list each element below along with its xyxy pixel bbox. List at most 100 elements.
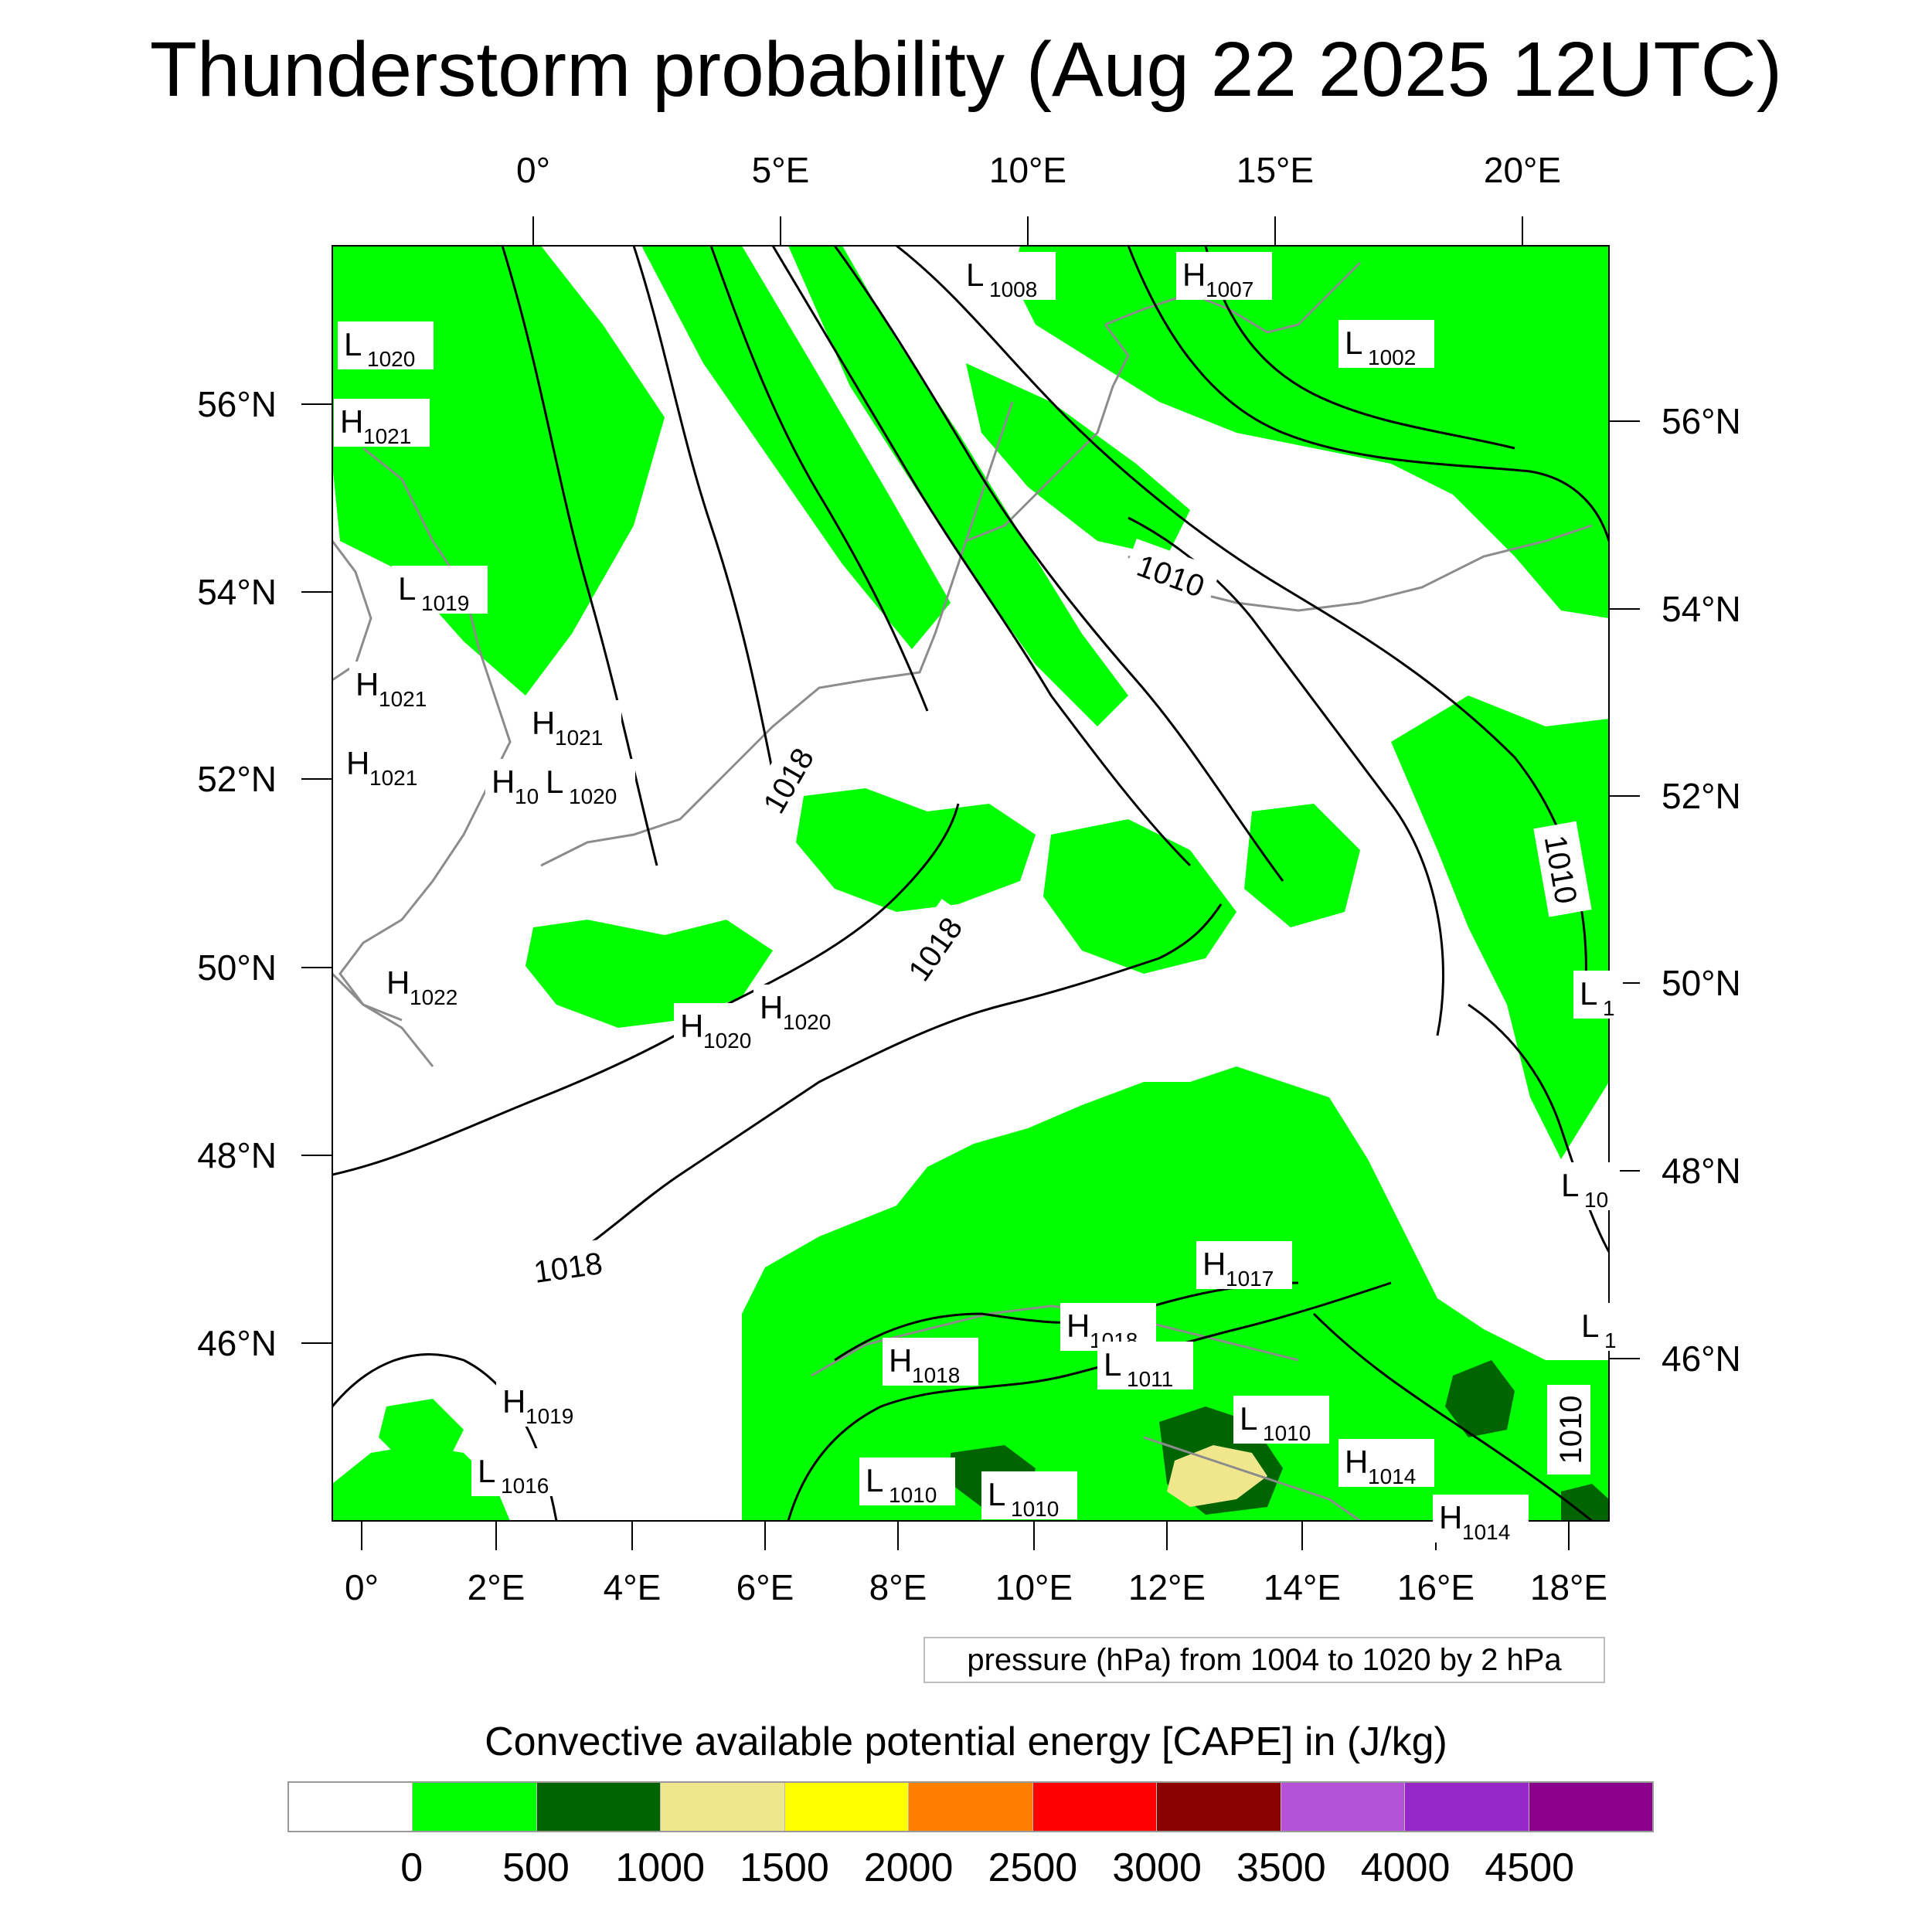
pressure-label-bg [1338,1439,1434,1487]
pressure-kind: L [1580,975,1597,1012]
pressure-label-bg [981,1471,1077,1519]
pressure-kind: H [1182,257,1206,293]
cape-region-central-scatter-2 [796,788,1036,912]
bottom-lon-label: 16°E [1397,1567,1475,1607]
pressure-kind: L [344,326,362,362]
pressure-center-high: H 1021 [526,700,621,750]
colorbar-swatch [1404,1783,1529,1831]
pressure-label-bg [753,985,849,1032]
isobar-label-bg [520,1238,616,1294]
cape-region-alps-south [742,1066,1609,1521]
pressure-kind: H [502,1383,526,1420]
bottom-lon-label: 2°E [468,1567,526,1607]
colorbar-label: 500 [502,1845,570,1890]
cape-region-uk-north [371,255,479,348]
colorbar-swatch [1156,1783,1281,1831]
isobar-label: 1018 [890,899,978,998]
right-lat-label: 50°N [1662,963,1741,1003]
pressure-center-high: H 1020 [753,985,849,1034]
pressure-value: 1020 [703,1029,751,1053]
pressure-kind: H [346,745,369,781]
pressure-value: 1019 [421,591,469,615]
isobar-line [1312,1312,1593,1521]
cape-region-baltic [1012,246,1609,618]
isobar-label: 1018 [520,1238,616,1294]
bottom-lon-label: 14°E [1264,1567,1341,1607]
bottom-lon-label: 18°E [1530,1567,1607,1607]
colorbar-label: 4500 [1485,1845,1575,1890]
colorbar-label: 3500 [1236,1845,1326,1890]
pressure-label-bg [859,1458,955,1505]
pressure-kind: L [1581,1308,1599,1344]
cape-region-500-1000-c [1445,1360,1515,1437]
isobar-label-bg [890,899,978,998]
pressure-center-low: L 1010 [981,1471,1077,1521]
pressure-label-bg [392,566,488,614]
colorbar-swatch [908,1783,1032,1831]
pressure-value: 1021 [379,687,427,711]
pressure-value: 1021 [555,726,603,750]
pressure-label-bg [1196,1241,1292,1289]
pressure-kind: L [1345,325,1362,361]
isobar-line [632,246,774,774]
cape-region-central-scatter-3 [1043,819,1236,974]
colorbar-labels: 0 500 1000 1500 2000 2500 3000 3500 4000 4500 [0,1843,1932,1897]
colorbar-swatch [1280,1783,1405,1831]
pressure-value: 1011 [1127,1367,1173,1391]
cape-region-band-b [788,246,1128,726]
pressure-center-high: H 1014 [1433,1495,1529,1544]
pressure-label-bg [960,252,1056,300]
pressure-label-bg [1097,1342,1193,1389]
pressure-value: 1010 [889,1483,937,1507]
top-lon-label: 5°E [752,150,810,190]
pressure-label-bg [338,321,434,369]
pressure-label-bg [526,700,621,748]
pressure-value: 1017 [1226,1267,1274,1291]
pressure-label-bg [1433,1495,1529,1543]
right-lat-label: 46°N [1662,1338,1741,1379]
isobar-value: 1010 [1554,1396,1588,1464]
pressure-value: 1020 [569,784,617,808]
pressure-kind: L [866,1462,883,1498]
left-lat-label: 50°N [197,947,277,988]
pressure-label-bg [496,1379,592,1427]
isobar-label: 1010 [1533,821,1592,917]
pressure-kind: H [492,764,515,800]
right-lat-label: 52°N [1662,776,1741,816]
isobar-label-bg [1547,1385,1590,1475]
colorbar-swatch [289,1783,413,1831]
top-lon-label: 15°E [1236,150,1314,190]
colorbar-title: Convective available potential energy [C… [485,1719,1447,1764]
pressure-kind: L [988,1476,1005,1512]
pressure-value: 1 [1603,996,1615,1020]
bottom-lon-label: 0° [345,1567,379,1607]
pressure-value: 1014 [1368,1464,1416,1488]
pressure-value: 1010 [1011,1497,1059,1521]
pressure-kind: L [478,1453,495,1489]
pressure-note: pressure (hPa) from 1004 to 1020 by 2 hP… [923,1637,1605,1683]
left-lat-label: 48°N [197,1135,277,1175]
cape-region-500-1000-d [1561,1484,1609,1521]
pressure-center-low: L 1002 [1338,320,1434,369]
cape-region-central-scatter-1 [526,920,773,1028]
colorbar-swatch [1528,1783,1652,1831]
pressure-label-bg [334,399,430,447]
bottom-lon-label: 4°E [604,1567,662,1607]
pressure-value: 1021 [363,424,411,448]
pressure-center-low: L 1019 [392,566,488,615]
isobar-line [501,246,658,866]
pressure-value: 1007 [1206,277,1253,301]
pressure-center-low: L 1020 [539,759,635,808]
pressure-value: 1008 [989,277,1037,301]
bottom-lon-label: 10°E [995,1567,1073,1607]
bottom-lon-label: 8°E [869,1567,927,1607]
colorbar-label: 0 [400,1845,423,1890]
pressure-kind: H [386,964,410,1001]
pressure-label-bg [1555,1162,1620,1210]
colorbar-swatch [536,1783,661,1831]
coastline-ireland [332,540,372,682]
right-lat-label: 56°N [1662,401,1741,441]
pressure-kind: H [1066,1308,1090,1344]
colorbar-label: 2000 [863,1845,954,1890]
